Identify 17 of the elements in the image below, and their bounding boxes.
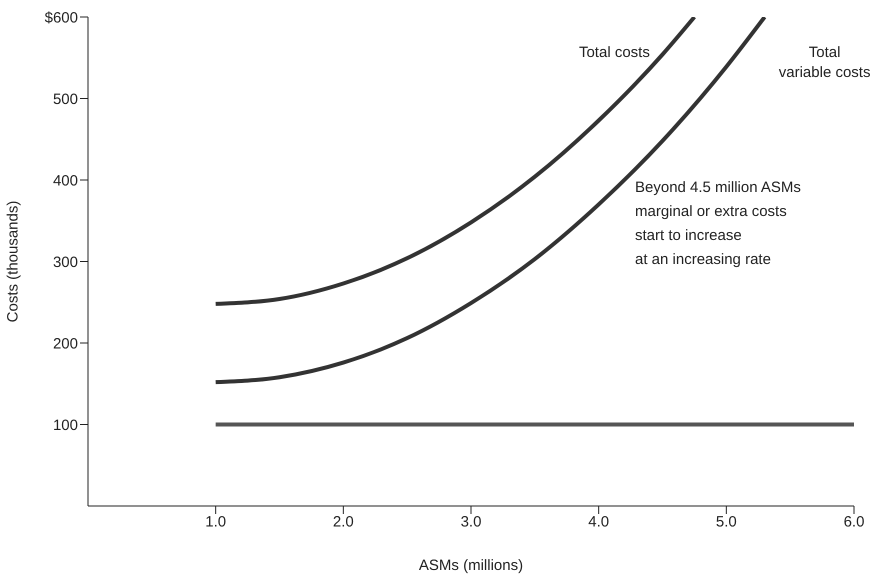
x-tick-label: 6.0 bbox=[844, 514, 864, 531]
y-tick-label: 300 bbox=[52, 254, 78, 271]
series-label: Total variable costs bbox=[778, 44, 870, 81]
x-tick-label: 3.0 bbox=[460, 514, 482, 531]
annotation: Beyond 4.5 million ASMs marginal or extra costs start to increase at an increasing rate bbox=[635, 178, 801, 270]
x-tick-label: 5.0 bbox=[716, 514, 737, 531]
x-axis-title: ASMs (millions) bbox=[418, 557, 524, 574]
series-label: Total costs bbox=[578, 44, 650, 61]
y-axis-title: Costs (thousands) bbox=[4, 200, 22, 322]
y-tick-label: 200 bbox=[52, 335, 78, 352]
x-tick-label: 4.0 bbox=[588, 514, 610, 531]
y-tick-label: 500 bbox=[52, 90, 78, 108]
y-tick-label: 400 bbox=[52, 172, 78, 190]
x-tick-label: 1.0 bbox=[205, 514, 226, 531]
y-tick-label: 100 bbox=[52, 416, 78, 434]
x-tick-label: 2.0 bbox=[332, 514, 354, 531]
y-tick-label: $600 bbox=[44, 9, 78, 26]
